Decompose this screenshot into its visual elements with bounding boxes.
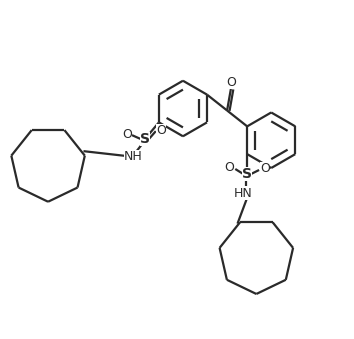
Text: S: S [140,132,150,146]
Text: O: O [224,161,234,174]
Text: O: O [226,76,236,88]
Text: NH: NH [124,151,142,163]
Text: O: O [260,161,270,175]
Text: HN: HN [234,187,253,200]
Text: O: O [156,124,166,137]
Text: O: O [122,128,132,141]
Text: S: S [242,167,252,181]
